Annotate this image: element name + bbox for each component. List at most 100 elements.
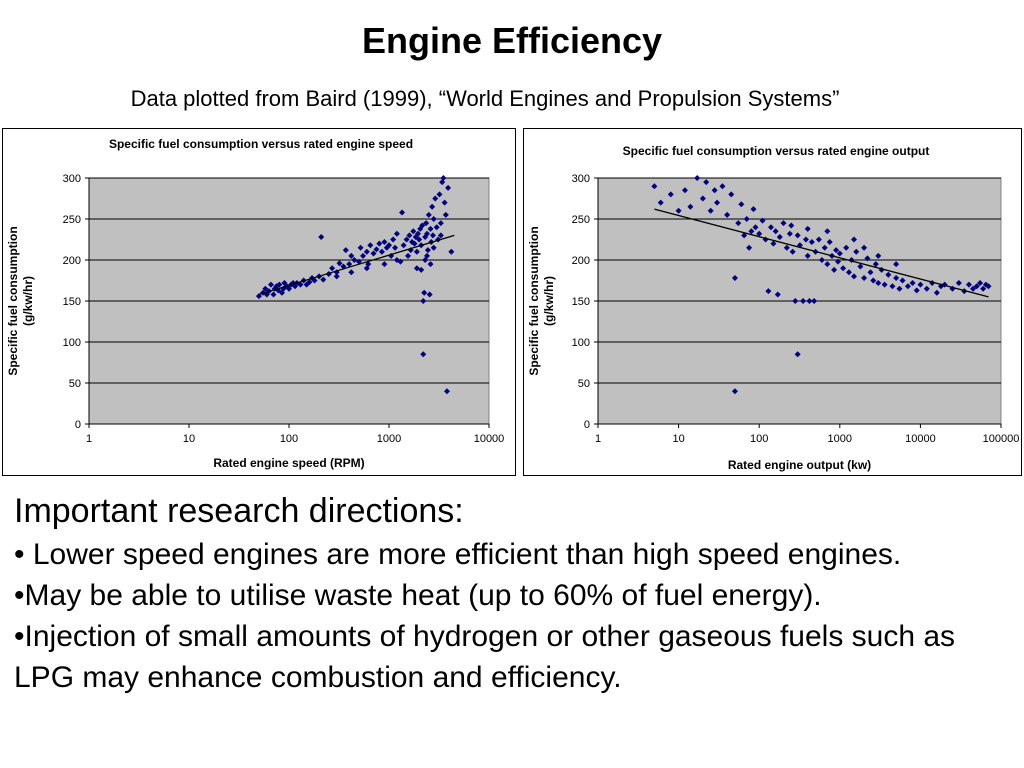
output-chart-data-point xyxy=(850,236,857,243)
output-chart-y-tick-label: 300 xyxy=(572,173,590,185)
output-chart-data-point xyxy=(699,195,706,202)
output-chart-y-axis-label-line1: Specific fuel consumption xyxy=(527,226,541,375)
speed-chart-data-point xyxy=(363,265,370,272)
speed-chart-data-point xyxy=(400,242,407,249)
chart-output-svg: Specific fuel consumption versus rated e… xyxy=(527,144,1019,472)
speed-chart-data-point xyxy=(311,277,318,284)
output-chart-y-tick-label: 100 xyxy=(572,337,590,349)
output-chart-data-point xyxy=(864,255,871,262)
speed-chart-data-point xyxy=(424,247,431,254)
output-chart-data-point xyxy=(896,285,903,292)
output-chart-data-point xyxy=(835,258,842,265)
speed-chart-data-point xyxy=(430,244,437,251)
bullet-icon: • xyxy=(14,620,25,653)
output-chart-data-point xyxy=(756,230,763,237)
output-chart-x-tick-label: 10 xyxy=(672,433,684,445)
speed-chart-y-axis-label: Specific fuel consumption(g/kw/hr) xyxy=(6,226,35,375)
output-chart-data-point xyxy=(770,240,777,247)
output-chart-data-point xyxy=(767,224,774,231)
output-chart-data-point xyxy=(735,220,742,227)
chart-output: Specific fuel consumption versus rated e… xyxy=(523,128,1022,476)
output-chart-data-point xyxy=(711,187,718,194)
speed-chart-data-point xyxy=(420,298,427,304)
output-chart-data-point xyxy=(875,279,882,286)
speed-chart-y-tick-label: 0 xyxy=(75,419,81,431)
speed-chart-y-axis-label-line2: (g/kw/hr) xyxy=(21,276,35,326)
output-chart-data-point xyxy=(923,285,930,292)
output-chart-data-point xyxy=(913,287,920,294)
output-chart-data-point xyxy=(811,298,818,304)
speed-chart-data-point xyxy=(429,203,436,210)
speed-chart-data-point xyxy=(278,289,285,296)
speed-chart-data-point xyxy=(297,281,304,288)
output-chart-data-point xyxy=(893,261,900,268)
output-chart-data-point xyxy=(840,265,847,272)
output-chart-y-tick-label: 0 xyxy=(584,419,590,431)
speed-chart-trendline xyxy=(258,234,455,296)
speed-chart-data-point xyxy=(419,222,426,229)
output-chart-data-point xyxy=(970,285,977,292)
output-chart-data-point xyxy=(818,257,825,263)
output-chart-data-point xyxy=(694,175,701,181)
speed-chart-data-point xyxy=(348,252,355,259)
speed-chart-data-point xyxy=(363,248,370,255)
output-chart-data-point xyxy=(885,271,892,278)
speed-chart-data-point xyxy=(292,283,299,290)
speed-chart-data-point xyxy=(320,276,327,283)
speed-chart-data-point xyxy=(360,252,367,259)
speed-chart-data-point xyxy=(342,247,349,254)
speed-chart-title: Specific fuel consumption versus rated e… xyxy=(109,137,413,151)
output-chart-data-point xyxy=(804,252,811,259)
bullet-icon: • xyxy=(14,579,25,612)
bullet-icon: • xyxy=(14,538,25,571)
output-chart-data-point xyxy=(904,283,911,290)
output-chart-y-axis-label-line2: (g/kw/hr) xyxy=(542,276,556,326)
speed-chart-data-point xyxy=(370,250,377,257)
output-chart-data-point xyxy=(821,244,828,251)
output-chart-data-point xyxy=(750,206,757,213)
speed-chart-data-point xyxy=(437,220,444,227)
output-chart-data-point xyxy=(724,211,731,218)
speed-chart-x-axis-label: Rated engine speed (RPM) xyxy=(213,456,364,470)
speed-chart-data-point xyxy=(329,265,336,272)
speed-chart-x-tick-label: 10 xyxy=(183,433,195,445)
output-chart-data-point xyxy=(794,232,801,239)
chart-speed: Specific fuel consumption versus rated e… xyxy=(2,128,516,476)
speed-chart-data-point xyxy=(373,246,380,253)
output-chart-data-point xyxy=(792,298,799,304)
speed-chart-data-point xyxy=(351,257,358,263)
output-chart-data-point xyxy=(872,261,879,268)
speed-chart-y-tick-label: 250 xyxy=(63,214,81,226)
speed-chart-data-point xyxy=(436,191,443,198)
output-chart-data-point xyxy=(748,228,755,235)
speed-chart-data-point xyxy=(443,388,450,395)
output-chart-data-point xyxy=(917,281,924,288)
output-chart-data-point xyxy=(738,201,745,208)
speed-chart-data-point xyxy=(418,266,425,273)
speed-chart-data-point xyxy=(433,224,440,231)
speed-chart-data-point xyxy=(430,216,437,222)
output-chart-data-point xyxy=(788,222,795,229)
speed-chart-data-point xyxy=(281,279,288,286)
speed-chart-data-point xyxy=(424,230,431,237)
speed-chart-data-point xyxy=(336,260,343,267)
output-chart-y-tick-label: 50 xyxy=(578,378,590,390)
output-chart-data-point xyxy=(772,228,779,235)
output-chart-y-tick-label: 200 xyxy=(572,255,590,267)
output-chart-data-point xyxy=(804,225,811,232)
output-chart-data-point xyxy=(794,351,801,358)
speed-chart-data-point xyxy=(403,236,410,243)
speed-chart-data-point xyxy=(318,234,325,241)
output-chart-data-point xyxy=(889,283,896,290)
output-chart-data-point xyxy=(714,199,721,206)
output-chart-data-point xyxy=(774,291,781,298)
speed-chart-data-point xyxy=(306,279,313,286)
output-chart-y-axis-label: Specific fuel consumption(g/kw/hr) xyxy=(527,226,556,375)
speed-chart-data-point xyxy=(286,285,292,292)
output-chart-data-point xyxy=(789,248,796,255)
speed-chart-x-tick-label: 10000 xyxy=(474,433,505,445)
speed-chart-data-point xyxy=(388,252,395,259)
output-chart-data-point xyxy=(746,244,753,251)
speed-chart-data-point xyxy=(378,248,385,255)
output-chart-data-point xyxy=(806,298,813,304)
